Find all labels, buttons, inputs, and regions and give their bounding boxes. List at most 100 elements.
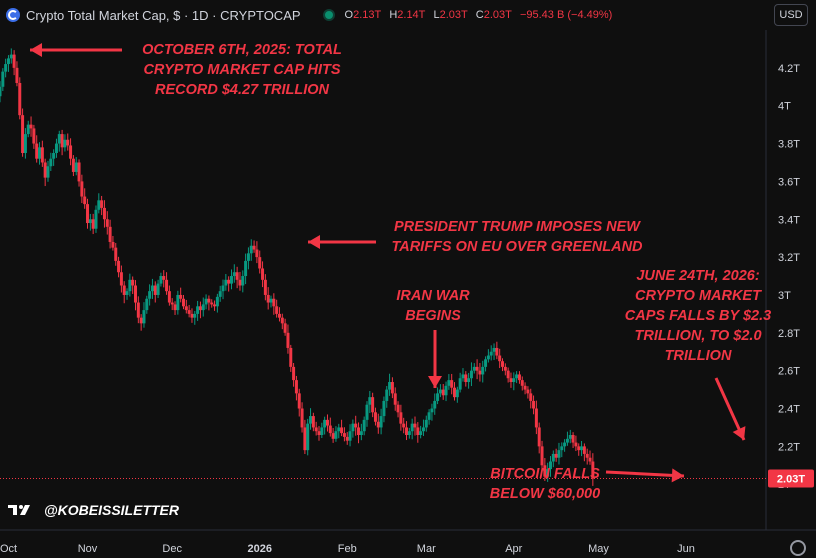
candle-body	[218, 291, 222, 297]
candle-body	[543, 465, 547, 477]
candle-body	[585, 453, 589, 458]
candle-body	[314, 427, 318, 432]
y-tick-label: 2.4T	[778, 404, 800, 416]
candle-body	[181, 298, 185, 307]
candle-body	[563, 442, 567, 447]
candle-body	[574, 442, 578, 447]
y-tick-label: 3.2T	[778, 252, 800, 264]
candle-body	[238, 279, 242, 286]
candle-body	[565, 438, 569, 443]
candle-body	[385, 389, 389, 401]
candle-body	[453, 387, 457, 398]
candle-body	[232, 272, 236, 277]
candle-body	[402, 423, 406, 428]
arrow-bitcoin-shaft	[605, 470, 685, 478]
candle-body	[506, 370, 510, 379]
high-key: H	[389, 9, 398, 21]
candle-body	[54, 143, 58, 154]
low-key: L	[433, 9, 440, 21]
annotation-bitcoin-60k: BITCOIN FALLS BELOW $60,000	[489, 466, 601, 502]
candle-body	[283, 323, 287, 333]
x-tick-label: Apr	[505, 543, 522, 555]
watermark-logo: @KOBEISSILETTER	[8, 502, 179, 518]
candle-body	[277, 313, 281, 318]
candle-body	[517, 374, 521, 381]
candle-body	[399, 412, 403, 424]
candle-body	[196, 306, 200, 314]
candle-body	[413, 423, 417, 428]
candle-body	[337, 427, 341, 432]
candle-body	[354, 423, 358, 428]
candle-body	[6, 58, 10, 65]
candle-body	[345, 436, 349, 441]
y-tick-label: 3T	[778, 290, 791, 302]
candle-body	[80, 181, 84, 197]
candle-body	[548, 461, 552, 470]
candle-body	[464, 374, 468, 383]
candle-body	[503, 366, 507, 371]
candle-body	[588, 457, 592, 462]
candle-body	[376, 421, 380, 428]
high-value: 2.14T	[397, 9, 426, 21]
candle-body	[441, 389, 445, 396]
y-tick-label: 2.8T	[778, 328, 800, 340]
x-tick-label: 2026	[247, 543, 271, 555]
open-value: 2.13T	[353, 9, 382, 21]
candle-body	[12, 54, 16, 68]
candle-body	[577, 446, 581, 451]
candle-body	[427, 412, 431, 420]
candle-body	[244, 260, 248, 277]
candle-body	[215, 296, 219, 307]
settings-gear-icon[interactable]	[790, 540, 806, 556]
candle-body	[444, 385, 448, 396]
candle-body	[388, 382, 392, 390]
candle-body	[580, 446, 584, 451]
candle-body	[114, 247, 118, 261]
candle-body	[91, 219, 95, 229]
candle-body	[348, 431, 352, 441]
candle-body	[328, 425, 332, 434]
candle-body	[142, 310, 146, 324]
symbol-title[interactable]: Crypto Total Market Cap, $ · 1D · CRYPTO…	[26, 7, 301, 23]
tradingview-logo-icon	[8, 505, 30, 515]
annotation-iran-war: IRAN WAR BEGINS	[396, 288, 470, 324]
x-tick-label: Feb	[338, 543, 357, 555]
candle-body	[52, 153, 56, 159]
x-tick-label: Mar	[417, 543, 436, 555]
currency-selector[interactable]: USD	[774, 4, 808, 26]
candle-body	[74, 162, 78, 172]
x-tick-label: Oct	[0, 543, 17, 555]
candle-body	[252, 245, 256, 250]
change-value: −95.43 B (−4.49%)	[519, 9, 613, 21]
candle-body	[167, 291, 171, 303]
candle-body	[0, 86, 2, 97]
candle-body	[249, 245, 253, 254]
candle-body	[478, 370, 482, 375]
candle-body	[43, 162, 47, 178]
candle-body	[23, 134, 27, 154]
candle-body	[393, 393, 397, 405]
candle-body	[469, 370, 473, 379]
candle-body	[540, 446, 544, 466]
candle-body	[184, 306, 188, 311]
candle-body	[365, 404, 369, 420]
candle-body	[340, 427, 344, 434]
close-key: C	[475, 9, 484, 21]
candle-body	[162, 276, 166, 280]
candle-body	[421, 427, 425, 432]
candle-body	[190, 313, 194, 318]
candle-body	[29, 124, 33, 129]
candle-body	[489, 351, 493, 356]
annotation-june-24: JUNE 24TH, 2026: CRYPTO MARKET CAPS FALL…	[624, 268, 772, 364]
candle-body	[100, 200, 104, 208]
candle-body	[512, 378, 516, 383]
candle-body	[170, 302, 174, 305]
candle-body	[213, 304, 217, 307]
watermark-handle: @KOBEISSILETTER	[44, 502, 179, 518]
candle-body	[551, 453, 555, 462]
candle-body	[246, 253, 250, 261]
candle-body	[102, 207, 106, 220]
candle-body	[436, 393, 440, 401]
candle-body	[438, 389, 442, 394]
